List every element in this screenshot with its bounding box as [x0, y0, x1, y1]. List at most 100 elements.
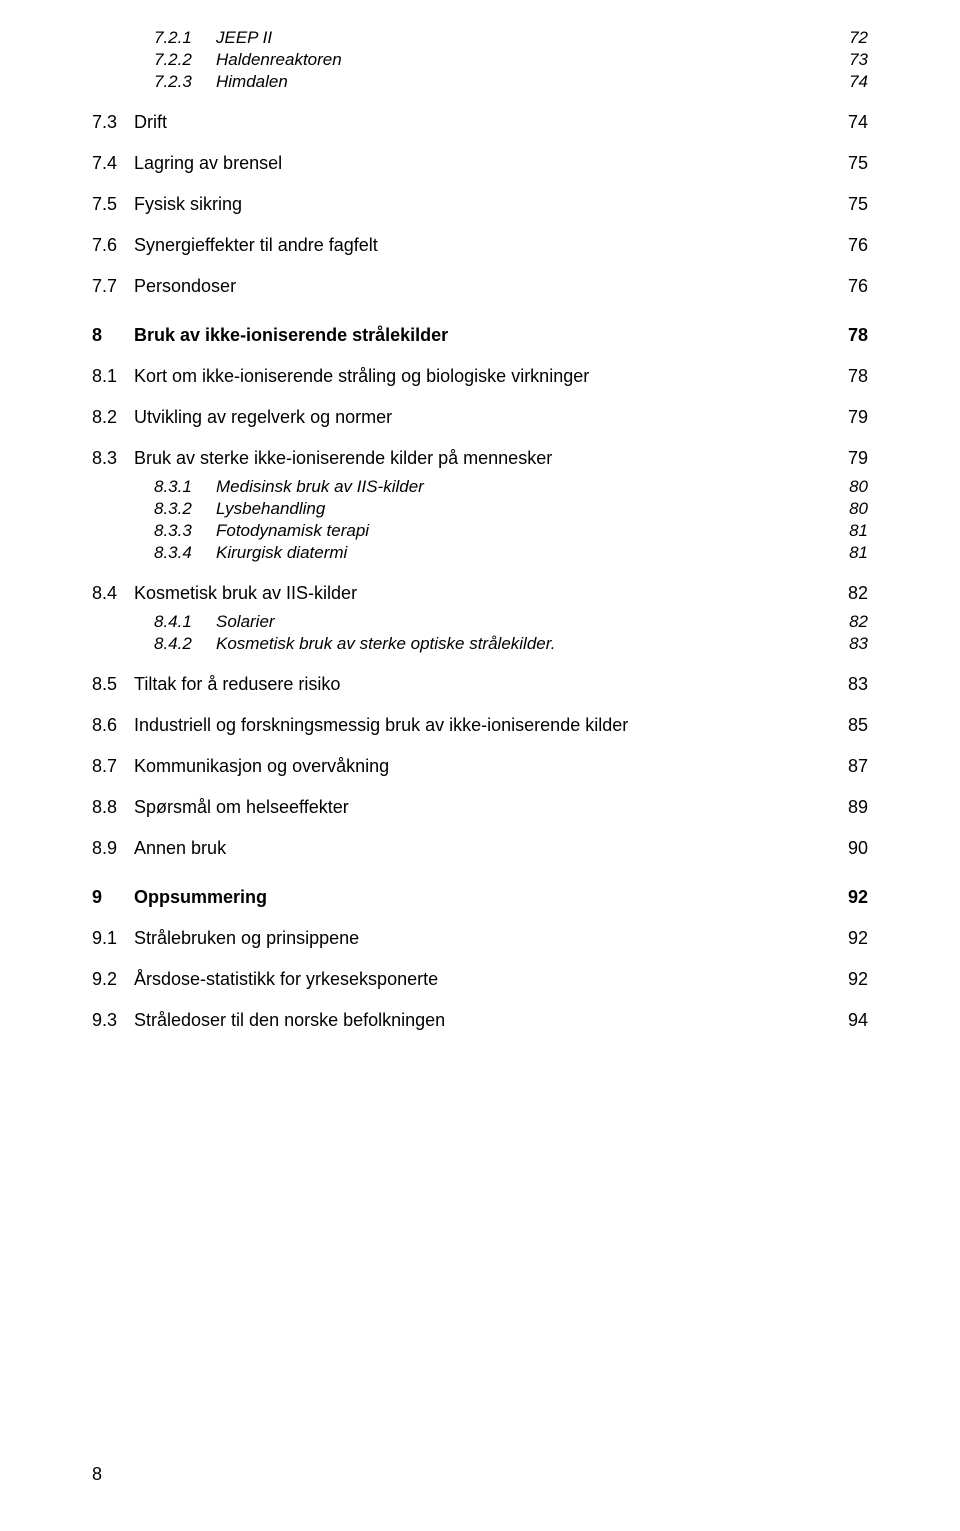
toc-title: Bruk av ikke-ioniserende strålekilder	[134, 325, 838, 346]
toc-entry: 7.2.1JEEP II72	[92, 28, 868, 48]
toc-title: Medisinsk bruk av IIS-kilder	[216, 477, 838, 497]
toc-number: 8.5	[92, 674, 134, 695]
toc-number: 8	[92, 325, 134, 346]
toc-page-number: 80	[838, 499, 868, 519]
toc-page-number: 90	[838, 838, 868, 859]
toc-title: Industriell og forskningsmessig bruk av …	[134, 715, 838, 736]
toc-number: 8.4.2	[154, 634, 216, 654]
toc-number: 9.2	[92, 969, 134, 990]
toc-number: 8.3.4	[154, 543, 216, 563]
toc-title: JEEP II	[216, 28, 838, 48]
toc-page-number: 81	[838, 543, 868, 563]
toc-entry: 8.3.3Fotodynamisk terapi81	[92, 521, 868, 541]
toc-number: 8.4.1	[154, 612, 216, 632]
toc-entry: 8.4Kosmetisk bruk av IIS-kilder82	[92, 583, 868, 604]
toc-title: Strålebruken og prinsippene	[134, 928, 838, 949]
toc-title: Kosmetisk bruk av sterke optiske strålek…	[216, 634, 838, 654]
toc-page-number: 92	[838, 887, 868, 908]
toc-page: 7.2.1JEEP II727.2.2Haldenreaktoren737.2.…	[0, 0, 960, 1531]
toc-page-number: 75	[838, 153, 868, 174]
toc-title: Synergieffekter til andre fagfelt	[134, 235, 838, 256]
toc-title: Kommunikasjon og overvåkning	[134, 756, 838, 777]
toc-number: 8.3.1	[154, 477, 216, 497]
toc-number: 7.3	[92, 112, 134, 133]
toc-entry: 8.1Kort om ikke-ioniserende stråling og …	[92, 366, 868, 387]
toc-page-number: 94	[838, 1010, 868, 1031]
toc-title: Drift	[134, 112, 838, 133]
toc-number: 8.4	[92, 583, 134, 604]
toc-title: Utvikling av regelverk og normer	[134, 407, 838, 428]
toc-page-number: 82	[838, 612, 868, 632]
toc-number: 8.3.3	[154, 521, 216, 541]
toc-entry: 8.3.1Medisinsk bruk av IIS-kilder80	[92, 477, 868, 497]
toc-entry: 7.3Drift74	[92, 112, 868, 133]
toc-number: 7.2.1	[154, 28, 216, 48]
toc-page-number: 72	[838, 28, 868, 48]
toc-page-number: 82	[838, 583, 868, 604]
toc-number: 8.3	[92, 448, 134, 469]
toc-title: Kosmetisk bruk av IIS-kilder	[134, 583, 838, 604]
toc-entry: 7.2.3Himdalen74	[92, 72, 868, 92]
toc-title: Bruk av sterke ikke-ioniserende kilder p…	[134, 448, 838, 469]
toc-number: 7.6	[92, 235, 134, 256]
toc-page-number: 74	[838, 72, 868, 92]
toc-page-number: 73	[838, 50, 868, 70]
toc-title: Lagring av brensel	[134, 153, 838, 174]
toc-entry: 9.2Årsdose-statistikk for yrkeseksponert…	[92, 969, 868, 990]
toc-entry: 8.3.2Lysbehandling80	[92, 499, 868, 519]
toc-number: 9.1	[92, 928, 134, 949]
toc-number: 7.7	[92, 276, 134, 297]
toc-entry: 9.3Stråledoser til den norske befolkning…	[92, 1010, 868, 1031]
toc-entry: 7.6Synergieffekter til andre fagfelt76	[92, 235, 868, 256]
toc-number: 8.2	[92, 407, 134, 428]
toc-page-number: 76	[838, 235, 868, 256]
toc-title: Oppsummering	[134, 887, 838, 908]
toc-entry: 8.2Utvikling av regelverk og normer79	[92, 407, 868, 428]
toc-entry: 8.3Bruk av sterke ikke-ioniserende kilde…	[92, 448, 868, 469]
toc-page-number: 81	[838, 521, 868, 541]
toc-entry: 7.2.2Haldenreaktoren73	[92, 50, 868, 70]
toc-entry: 9Oppsummering92	[92, 887, 868, 908]
toc-entry: 8.5Tiltak for å redusere risiko83	[92, 674, 868, 695]
toc-number: 8.8	[92, 797, 134, 818]
toc-title: Lysbehandling	[216, 499, 838, 519]
toc-number: 9	[92, 887, 134, 908]
toc-number: 8.9	[92, 838, 134, 859]
toc-number: 8.3.2	[154, 499, 216, 519]
toc-number: 7.2.3	[154, 72, 216, 92]
toc-number: 7.4	[92, 153, 134, 174]
toc-page-number: 92	[838, 969, 868, 990]
toc-title: Solarier	[216, 612, 838, 632]
toc-title: Kirurgisk diatermi	[216, 543, 838, 563]
toc-page-number: 74	[838, 112, 868, 133]
toc-number: 7.5	[92, 194, 134, 215]
toc-page-number: 79	[838, 407, 868, 428]
toc-entry: 8.9Annen bruk90	[92, 838, 868, 859]
toc-entry: 8Bruk av ikke-ioniserende strålekilder78	[92, 325, 868, 346]
toc-title: Fysisk sikring	[134, 194, 838, 215]
toc-title: Stråledoser til den norske befolkningen	[134, 1010, 838, 1031]
toc-entry: 8.4.2Kosmetisk bruk av sterke optiske st…	[92, 634, 868, 654]
toc-title: Spørsmål om helseeffekter	[134, 797, 838, 818]
toc-title: Persondoser	[134, 276, 838, 297]
toc-entry: 7.5Fysisk sikring75	[92, 194, 868, 215]
toc-number: 8.1	[92, 366, 134, 387]
toc-page-number: 83	[838, 634, 868, 654]
toc-page-number: 85	[838, 715, 868, 736]
toc-entry: 8.4.1Solarier82	[92, 612, 868, 632]
toc-page-number: 92	[838, 928, 868, 949]
toc-entry: 7.7Persondoser76	[92, 276, 868, 297]
toc-title: Tiltak for å redusere risiko	[134, 674, 838, 695]
toc-title: Fotodynamisk terapi	[216, 521, 838, 541]
toc-entry: 8.6Industriell og forskningsmessig bruk …	[92, 715, 868, 736]
toc-number: 8.6	[92, 715, 134, 736]
toc-page-number: 80	[838, 477, 868, 497]
toc-list: 7.2.1JEEP II727.2.2Haldenreaktoren737.2.…	[92, 28, 868, 1031]
toc-page-number: 79	[838, 448, 868, 469]
page-number: 8	[92, 1464, 102, 1485]
toc-page-number: 75	[838, 194, 868, 215]
toc-title: Himdalen	[216, 72, 838, 92]
toc-entry: 9.1Strålebruken og prinsippene92	[92, 928, 868, 949]
toc-page-number: 78	[838, 366, 868, 387]
toc-page-number: 76	[838, 276, 868, 297]
